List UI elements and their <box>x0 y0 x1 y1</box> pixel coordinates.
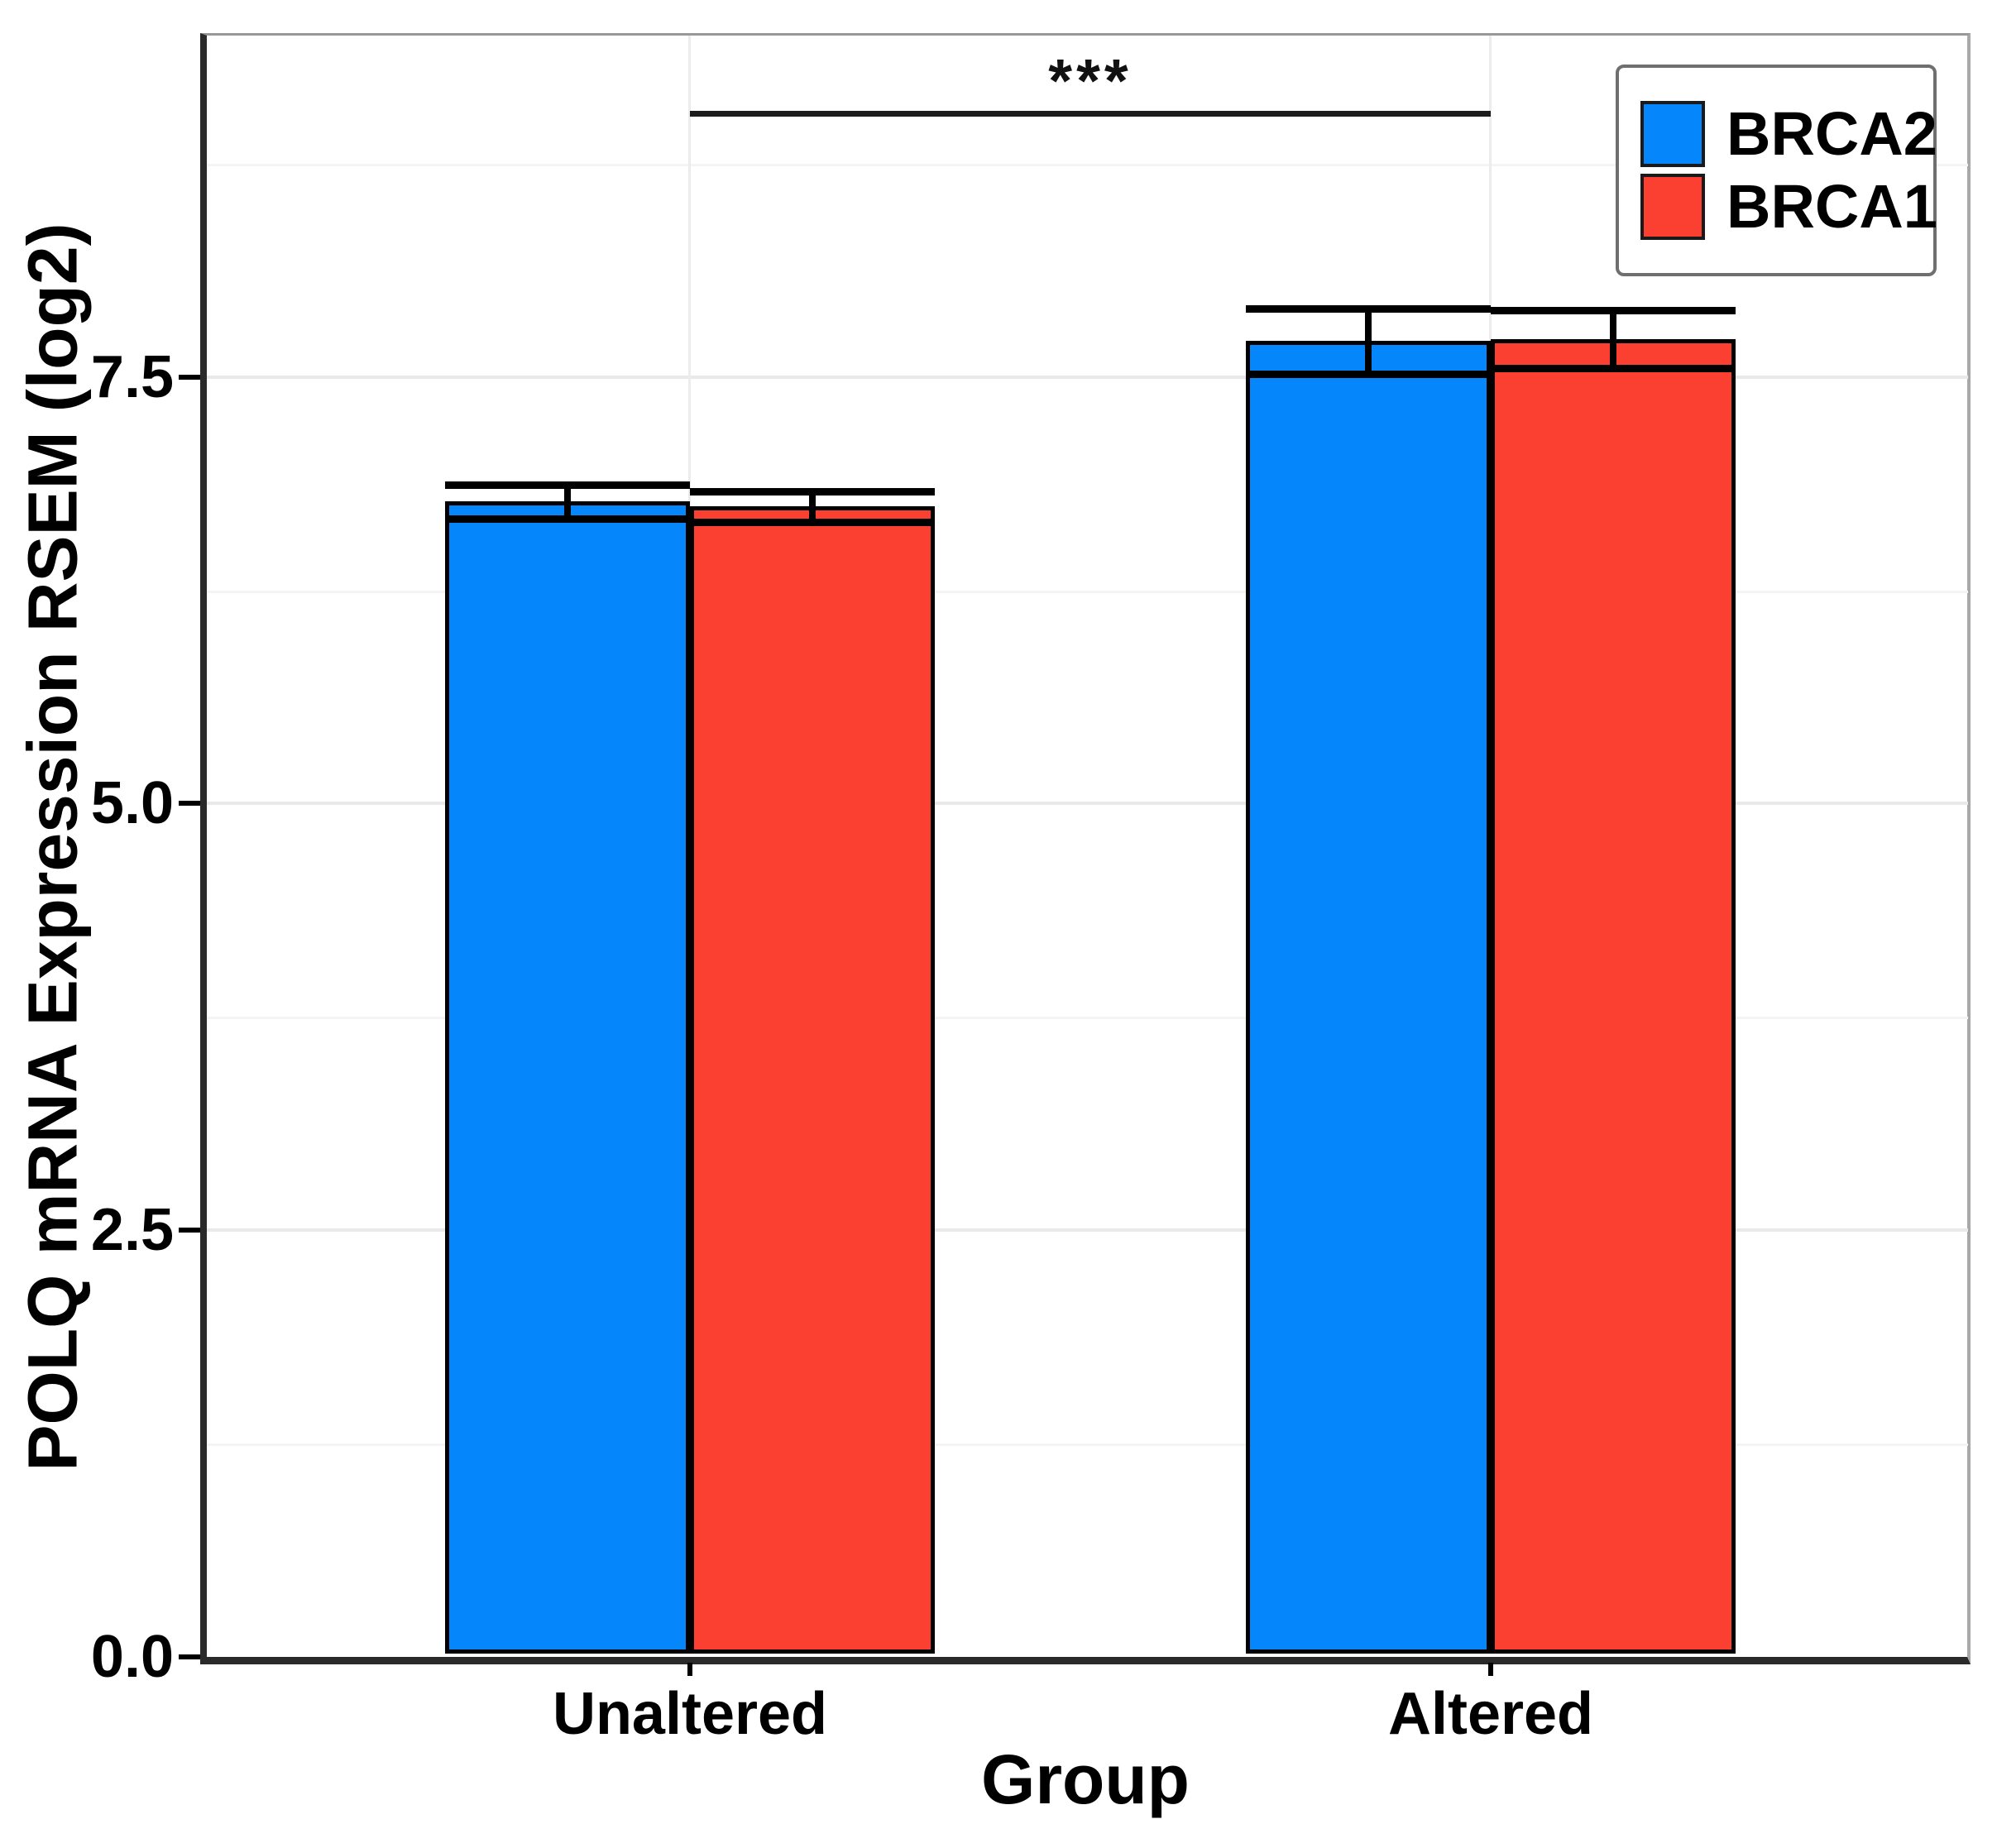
x-tick-mark <box>687 1663 692 1676</box>
bar-altered-brca2 <box>1246 341 1491 1654</box>
error-bar-stem <box>564 485 571 519</box>
major-gridline <box>207 1228 1968 1232</box>
minor-gridline <box>207 164 1968 166</box>
minor-gridline <box>207 1443 1968 1446</box>
y-tick-mark <box>179 375 200 380</box>
minor-gridline <box>207 591 1968 593</box>
significance-line <box>690 111 1491 117</box>
error-bar-stem <box>809 491 816 522</box>
legend-swatch-brca1 <box>1640 174 1705 240</box>
legend: BRCA2 BRCA1 <box>1616 65 1937 276</box>
x-tick-label-unaltered: Unaltered <box>552 1681 828 1747</box>
legend-label: BRCA1 <box>1726 172 1937 241</box>
error-bar-cap-lower <box>445 515 690 523</box>
legend-label: BRCA2 <box>1726 99 1937 168</box>
x-tick-label-altered: Altered <box>1387 1681 1594 1747</box>
y-tick-mark <box>179 801 200 806</box>
error-bar-cap-lower <box>1491 365 1736 372</box>
y-axis-title: POLQ mRNA Expression RSEM (log2) <box>13 223 92 1472</box>
bar-altered-brca1 <box>1491 339 1736 1654</box>
y-tick-mark <box>179 1654 200 1659</box>
error-bar-cap-upper <box>445 481 690 489</box>
legend-entry: BRCA1 <box>1640 172 1937 242</box>
error-bar-stem <box>1365 309 1372 374</box>
significance-stars: *** <box>1048 46 1133 115</box>
plot-panel: *** <box>200 33 1971 1664</box>
error-bar-cap-lower <box>690 519 935 526</box>
y-tick-label: 5.0 <box>90 770 174 836</box>
error-bar-cap-upper <box>1246 305 1491 313</box>
x-tick-mark <box>1488 1663 1493 1676</box>
error-bar-cap-lower <box>1246 371 1491 378</box>
major-gridline <box>207 376 1968 379</box>
y-tick-label: 2.5 <box>90 1197 174 1263</box>
x-axis-title: Group <box>981 1740 1190 1818</box>
bar-unaltered-brca2 <box>445 501 690 1654</box>
y-tick-label: 0.0 <box>90 1624 174 1690</box>
major-gridline <box>207 802 1968 805</box>
y-tick-label: 7.5 <box>90 344 174 410</box>
legend-swatch-brca2 <box>1640 101 1705 167</box>
error-bar-cap-upper <box>690 488 935 496</box>
error-bar-stem <box>1610 310 1616 368</box>
error-bar-cap-upper <box>1491 307 1736 314</box>
bar-unaltered-brca1 <box>690 506 935 1654</box>
legend-entry: BRCA2 <box>1640 99 1937 169</box>
y-tick-mark <box>179 1228 200 1233</box>
minor-gridline <box>207 1017 1968 1019</box>
